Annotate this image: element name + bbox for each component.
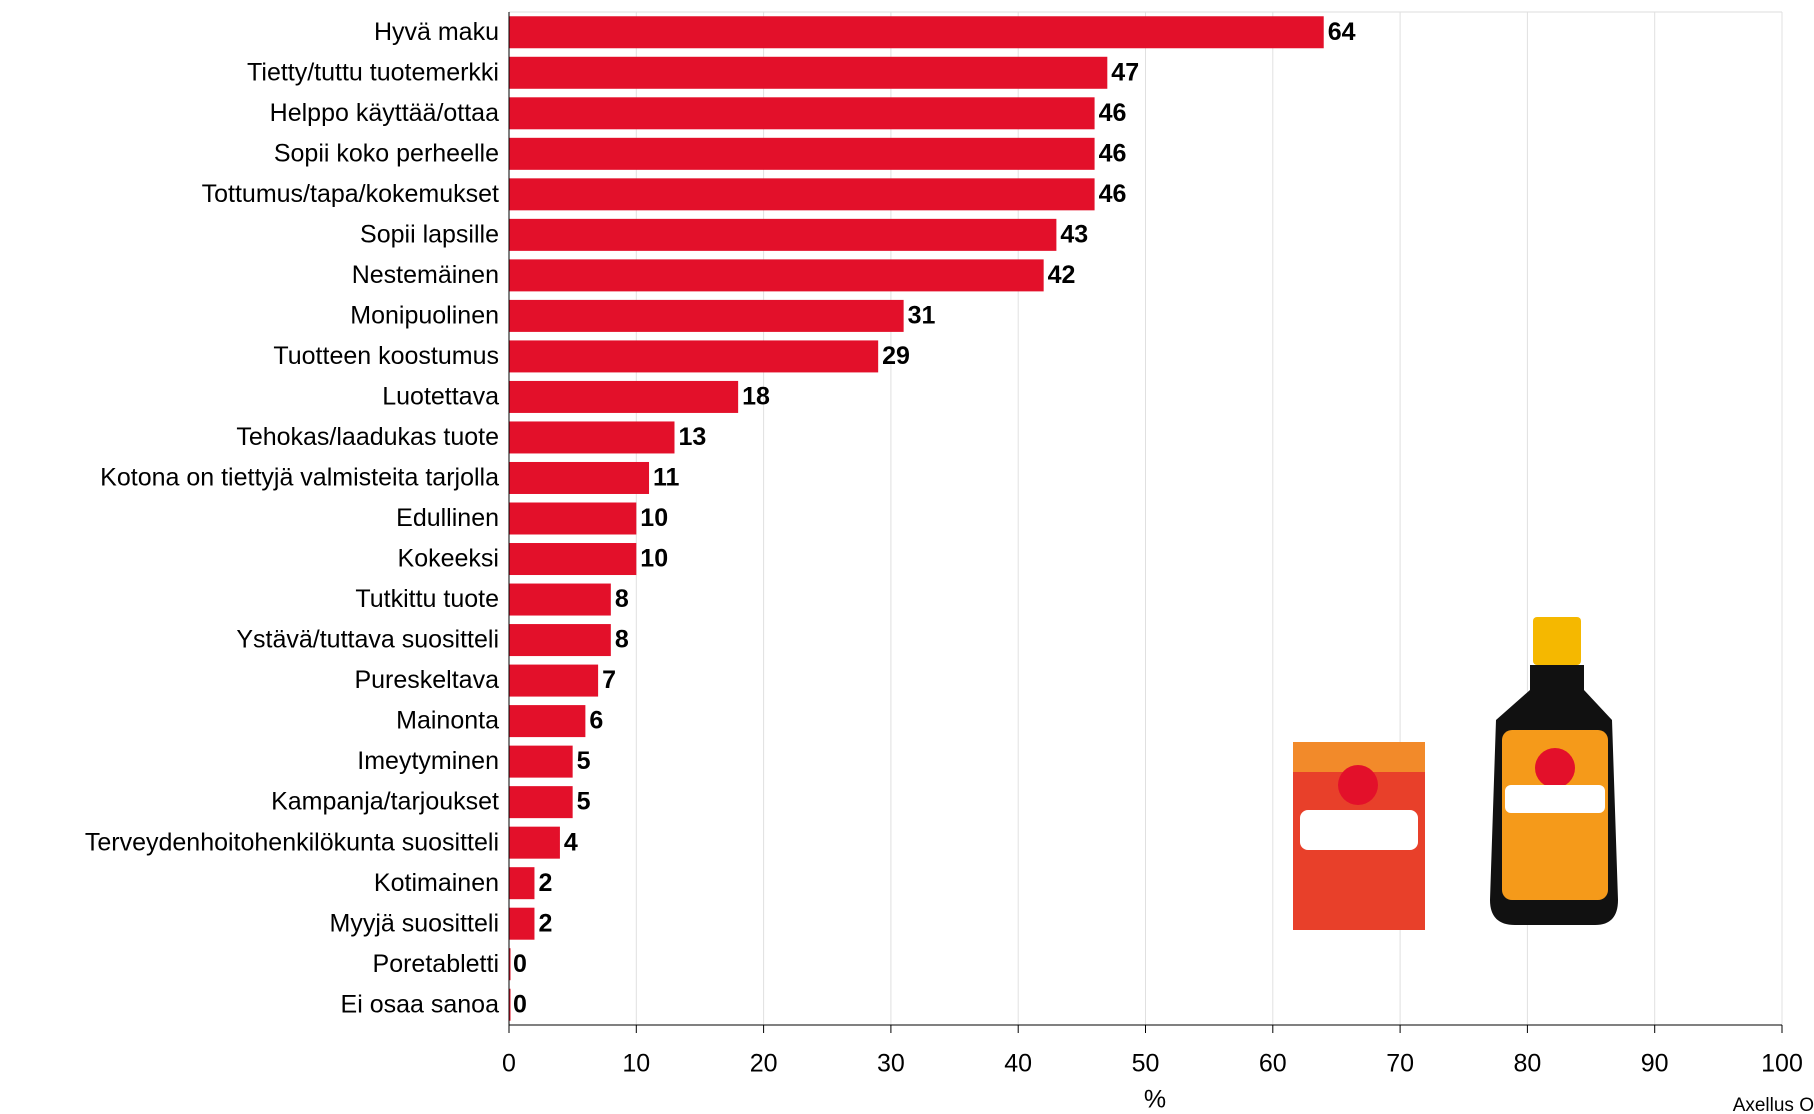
y-tick-label: Edullinen [396,504,499,532]
y-tick-label: Pureskeltava [354,666,499,694]
bottle-label-name [1505,785,1605,813]
value-label: 46 [1099,99,1127,127]
y-tick-label: Helppo käyttää/ottaa [270,99,499,127]
bar [509,988,511,1021]
value-label: 46 [1099,139,1127,167]
y-tick-label: Myyjä suositteli [330,909,500,937]
value-label: 29 [882,342,910,370]
value-label: 8 [615,585,629,613]
value-label: 18 [742,383,770,411]
value-label: 64 [1328,18,1356,46]
y-tick-label: Monipuolinen [350,302,499,330]
bar [509,624,611,657]
x-tick-label: 40 [1004,1050,1032,1078]
bar [509,664,599,697]
value-label: 42 [1048,261,1076,289]
y-tick-label: Terveydenhoitohenkilökunta suositteli [85,828,499,856]
value-label: 5 [577,788,591,816]
value-label: 11 [653,464,680,492]
y-tick-label: Sopii lapsille [360,220,499,248]
y-tick-label: Kampanja/tarjoukset [271,788,499,816]
x-tick-label: 100 [1761,1050,1803,1078]
bar [509,137,1095,170]
bar [509,867,535,900]
value-label: 43 [1060,220,1088,248]
x-tick-label: 20 [750,1050,778,1078]
x-tick-label: 90 [1641,1050,1669,1078]
y-tick-label: Tietty/tuttu tuotemerkki [247,58,499,86]
x-tick-label: 70 [1386,1050,1414,1078]
value-label: 0 [513,950,527,978]
x-tick-label: 0 [502,1050,516,1078]
y-tick-label: Ei osaa sanoa [341,990,500,1018]
bar [509,340,879,373]
x-tick-label: 10 [622,1050,650,1078]
bottle-cap [1533,617,1581,665]
value-label: 47 [1111,58,1139,86]
y-tick-label: Nestemäinen [352,261,499,289]
y-tick-label: Mainonta [396,707,499,735]
bar [509,421,675,454]
bar [509,502,637,535]
bar [509,97,1095,130]
bar [509,745,573,778]
y-tick-label: Sopii koko perheelle [274,139,499,167]
x-tick-label: 30 [877,1050,905,1078]
y-tick-label: Poretabletti [373,950,499,978]
y-tick-label: Imeytyminen [357,747,499,775]
y-tick-label: Tutkittu tuote [355,585,499,613]
value-label: 46 [1099,180,1127,208]
x-tick-label: 60 [1259,1050,1287,1078]
y-tick-label: Ystävä/tuttava suositteli [236,626,499,654]
value-label: 10 [640,545,668,573]
y-tick-label: Kotona on tiettyjä valmisteita tarjolla [100,464,499,492]
source: Axellus O [1733,1095,1814,1114]
bar [509,56,1108,89]
bar [509,583,611,616]
value-label: 7 [602,666,616,694]
bar [509,380,739,413]
value-label: 6 [589,707,603,735]
value-label: 2 [538,909,552,937]
bar [509,299,904,332]
y-tick-label: Kokeeksi [398,545,499,573]
bar [509,826,560,859]
value-label: 13 [678,423,706,451]
bar [509,461,650,494]
bar [509,786,573,819]
product-logo [1338,765,1378,805]
bar [509,178,1095,211]
value-label: 31 [908,302,936,330]
value-label: 0 [513,990,527,1018]
bar [509,16,1324,49]
bar [509,948,511,981]
y-tick-label: Tuotteen koostumus [273,342,499,370]
value-label: 10 [640,504,668,532]
value-label: 2 [538,869,552,897]
y-tick-label: Tottumus/tapa/kokemukset [202,180,499,208]
x-tick-label: 50 [1132,1050,1160,1078]
x-tick-label: 80 [1513,1050,1541,1078]
bar [509,259,1044,292]
y-tick-label: Luotettava [382,383,499,411]
y-tick-label: Hyvä maku [374,18,499,46]
bar [509,907,535,940]
x-axis-label: % [1144,1086,1166,1114]
value-label: 5 [577,747,591,775]
value-label: 4 [564,828,578,856]
product-images [1293,617,1618,930]
bar [509,543,637,576]
y-tick-label: Tehokas/laadukas tuote [236,423,499,451]
bottle-logo [1535,748,1575,788]
value-label: 8 [615,626,629,654]
bar [509,705,586,738]
product-label [1300,810,1418,850]
bottle-label [1502,730,1608,900]
y-tick-label: Kotimainen [374,869,499,897]
bar [509,218,1057,251]
